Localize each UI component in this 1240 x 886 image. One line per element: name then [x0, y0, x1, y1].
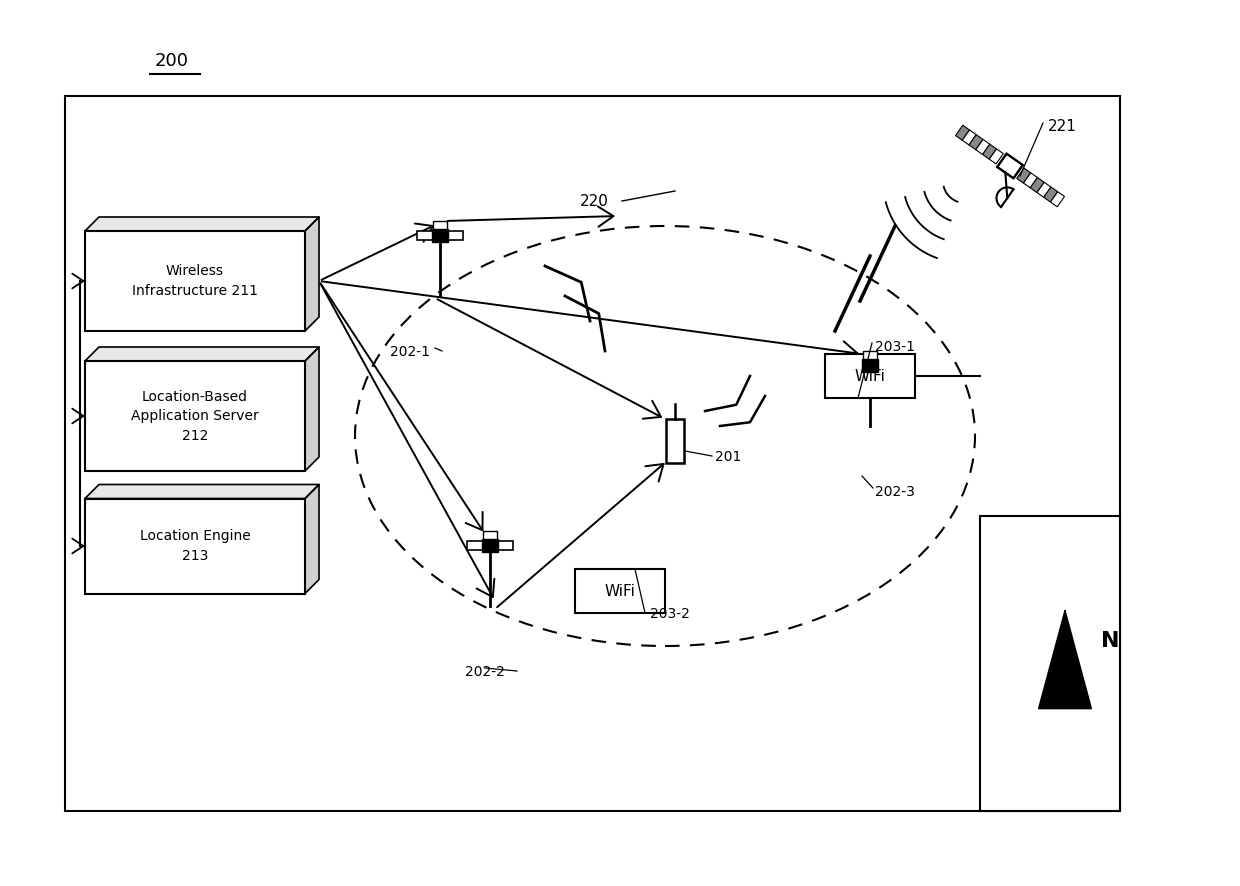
Polygon shape	[1017, 168, 1030, 183]
Text: Location-Based
Application Server
212: Location-Based Application Server 212	[131, 390, 259, 442]
Polygon shape	[997, 153, 1023, 178]
Text: 200: 200	[155, 52, 188, 70]
Polygon shape	[86, 217, 319, 231]
Bar	[86, 499, 305, 594]
Bar	[86, 231, 305, 331]
Polygon shape	[1039, 611, 1091, 709]
Polygon shape	[976, 139, 990, 154]
Bar	[482, 540, 498, 552]
Polygon shape	[962, 130, 976, 145]
Bar	[862, 360, 878, 371]
Bar	[575, 569, 665, 613]
Text: 202-1: 202-1	[391, 345, 430, 359]
Text: Wireless
Infrastructure 211: Wireless Infrastructure 211	[131, 264, 258, 298]
Polygon shape	[874, 361, 893, 370]
Bar	[434, 221, 446, 229]
Polygon shape	[1030, 177, 1044, 192]
Text: 203-2: 203-2	[650, 607, 689, 621]
Polygon shape	[495, 540, 513, 550]
Text: 202-2: 202-2	[465, 665, 505, 679]
Polygon shape	[305, 217, 319, 331]
Polygon shape	[982, 144, 997, 159]
Bar	[86, 361, 305, 471]
Text: 203-1: 203-1	[875, 340, 915, 354]
Bar	[484, 531, 496, 539]
Text: 221: 221	[1048, 119, 1076, 134]
Polygon shape	[1044, 187, 1058, 202]
Polygon shape	[417, 230, 435, 240]
Polygon shape	[467, 540, 485, 550]
Polygon shape	[1050, 191, 1064, 206]
Bar	[825, 354, 915, 398]
Text: WiFi: WiFi	[854, 369, 885, 384]
Polygon shape	[847, 361, 866, 370]
Polygon shape	[86, 347, 319, 361]
Bar	[64, 96, 1120, 811]
Text: 220: 220	[580, 194, 609, 209]
Bar	[980, 516, 1120, 811]
Text: WiFi: WiFi	[605, 584, 635, 599]
Bar	[863, 351, 877, 359]
Bar	[432, 229, 448, 242]
Bar	[666, 418, 683, 463]
Polygon shape	[305, 485, 319, 594]
Polygon shape	[1037, 183, 1052, 198]
Polygon shape	[305, 347, 319, 471]
Polygon shape	[1023, 173, 1038, 188]
Text: Location Engine
213: Location Engine 213	[140, 529, 250, 563]
Text: 201: 201	[715, 450, 742, 464]
Polygon shape	[990, 149, 1003, 164]
Polygon shape	[956, 125, 970, 140]
Text: 202-3: 202-3	[875, 485, 915, 499]
Polygon shape	[968, 135, 983, 150]
Text: N: N	[1101, 631, 1120, 651]
Polygon shape	[86, 485, 319, 499]
Polygon shape	[445, 230, 463, 240]
